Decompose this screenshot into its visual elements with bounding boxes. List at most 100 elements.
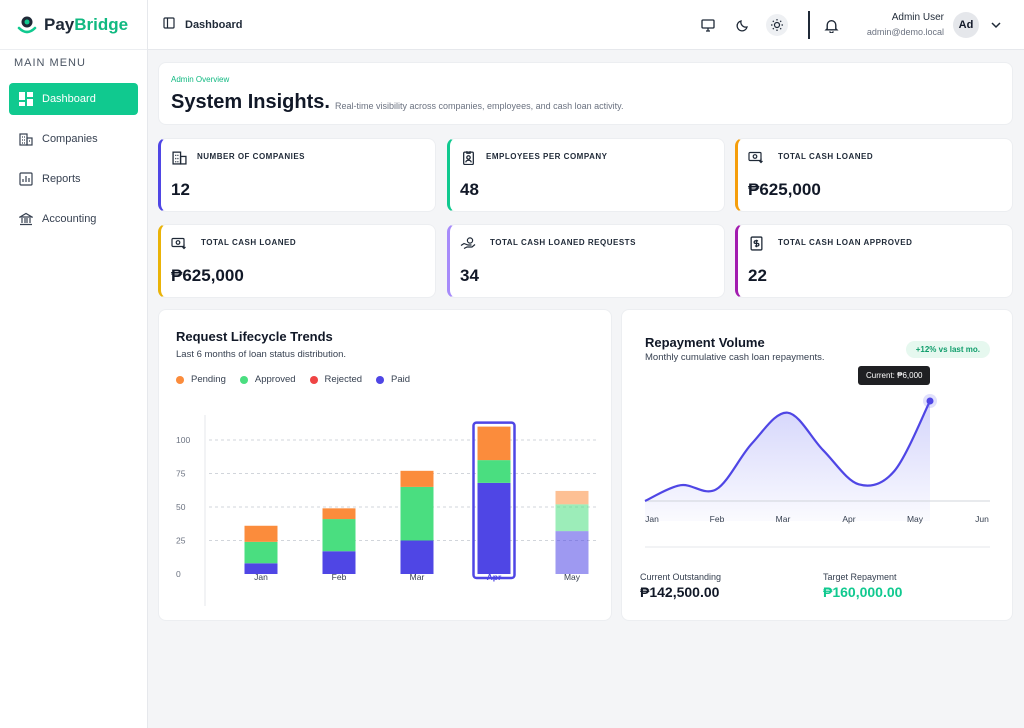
bar-segment-paid	[244, 563, 278, 574]
legend-dot	[239, 375, 248, 384]
legend-item-pending[interactable]: Pending	[176, 374, 226, 385]
lifecycle-chart-subtitle: Last 6 months of loan status distributio…	[176, 349, 347, 360]
paybridge-logo-icon	[16, 14, 38, 36]
legend-dot	[376, 375, 385, 384]
cash-icon	[171, 235, 187, 251]
building-icon	[171, 149, 187, 165]
area-line	[644, 400, 931, 503]
x-tick-label: Mar	[410, 572, 425, 582]
stat-card-cash-loaned-2[interactable]: TOTAL CASH LOANED ₱625,000	[158, 224, 436, 298]
chart-legend: Pending Approved Rejected Paid	[176, 374, 424, 385]
stat-value: 34	[460, 266, 479, 285]
building-icon	[19, 132, 33, 146]
stat-card-cash-loaned[interactable]: TOTAL CASH LOANED ₱625,000	[735, 138, 1013, 212]
topbar-divider	[808, 11, 810, 39]
legend-label: Pending	[191, 374, 226, 385]
brand[interactable]: PayBridge	[0, 0, 147, 50]
dashboard-icon	[19, 92, 33, 106]
x-tick-label: May	[907, 514, 924, 524]
sidebar-item-reports[interactable]: Reports	[9, 163, 138, 195]
badge-icon	[460, 149, 476, 165]
bar-segment-approved	[555, 504, 589, 532]
cash-icon	[748, 149, 764, 165]
moon-icon[interactable]	[733, 15, 753, 35]
stat-label: TOTAL CASH LOAN APPROVED	[778, 238, 913, 247]
bar-segment-approved	[322, 519, 356, 552]
repayment-area-chart: Jan Feb Mar Apr May Jun	[644, 394, 990, 548]
bar-segment-approved	[244, 541, 278, 564]
stat-label: TOTAL CASH LOANED	[201, 238, 297, 247]
stat-value: 22	[748, 266, 767, 285]
lifecycle-bar-chart: 0 25 50 75 100 Jan Feb Mar Apr May	[176, 415, 597, 606]
stat-value: 48	[460, 180, 479, 199]
lifecycle-chart-card: Request Lifecycle Trends Last 6 months o…	[158, 309, 612, 621]
bell-icon[interactable]	[821, 15, 841, 35]
topbar: Dashboard Admin User admin@demo.local Ad	[148, 0, 1024, 50]
dollar-receipt-icon	[748, 235, 764, 251]
stat-value: 12	[171, 180, 190, 199]
bar-segment-pending	[400, 470, 434, 487]
bar-segment-paid	[555, 531, 589, 574]
repayment-chart-subtitle: Monthly cumulative cash loan repayments.	[645, 352, 825, 363]
y-tick-label: 75	[176, 469, 186, 479]
bar-segment-paid	[400, 540, 434, 574]
bar-segment-approved	[400, 486, 434, 541]
avatar[interactable]: Ad	[953, 12, 979, 38]
sidebar-item-dashboard[interactable]: Dashboard	[9, 83, 138, 115]
legend-item-rejected[interactable]: Rejected	[309, 374, 363, 385]
page-title: Dashboard	[185, 18, 243, 31]
user-email: admin@demo.local	[866, 27, 944, 37]
user-name: Admin User	[891, 12, 944, 23]
brand-name-main: Pay	[44, 14, 75, 34]
stat-value: ₱625,000	[171, 266, 244, 285]
sidebar-toggle-icon[interactable]	[163, 17, 175, 32]
chevron-down-icon[interactable]	[990, 18, 1002, 36]
page-heading: System Insights.	[171, 91, 330, 113]
area-fill	[645, 401, 930, 521]
growth-badge: +12% vs last mo.	[905, 341, 990, 358]
x-tick-label: Feb	[332, 572, 347, 582]
legend-dot	[309, 375, 318, 384]
current-point	[926, 397, 934, 405]
stat-card-companies[interactable]: NUMBER OF COMPANIES 12	[158, 138, 436, 212]
legend-label: Paid	[391, 374, 411, 385]
bar-segment-paid	[477, 482, 511, 574]
current-outstanding-value: ₱142,500.00	[640, 584, 720, 600]
stat-label: TOTAL CASH LOANED	[778, 152, 874, 161]
stat-card-loan-requests[interactable]: TOTAL CASH LOANED REQUESTS 34	[447, 224, 725, 298]
x-tick-label: Apr	[842, 514, 855, 524]
legend-label: Rejected	[324, 374, 363, 385]
header-overline: Admin Overview	[171, 75, 230, 84]
bar-highlight-frame	[472, 421, 516, 580]
y-tick-label: 0	[176, 569, 181, 579]
chart-tooltip: Current: ₱6,000	[858, 366, 931, 385]
x-tick-label: Jan	[254, 572, 268, 582]
bar-segment-pending	[244, 525, 278, 542]
brand-name-accent: Bridge	[74, 14, 129, 34]
stat-card-loan-approved[interactable]: TOTAL CASH LOAN APPROVED 22	[735, 224, 1013, 298]
legend-item-paid[interactable]: Paid	[376, 374, 410, 385]
current-outstanding-label: Current Outstanding	[640, 572, 722, 582]
sidebar: PayBridge MAIN MENU Dashboard Companies …	[0, 0, 148, 728]
sidebar-item-label: Reports	[42, 173, 81, 185]
repayment-chart-card: Repayment Volume Monthly cumulative cash…	[621, 309, 1013, 621]
legend-label: Approved	[254, 374, 296, 385]
target-repayment-value: ₱160,000.00	[823, 584, 903, 600]
stat-label: NUMBER OF COMPANIES	[197, 152, 306, 161]
monitor-icon[interactable]	[698, 15, 718, 35]
repayment-chart-title: Repayment Volume	[645, 335, 765, 350]
sun-icon[interactable]	[766, 14, 788, 36]
stat-card-employees[interactable]: EMPLOYEES PER COMPANY 48	[447, 138, 725, 212]
stat-label: EMPLOYEES PER COMPANY	[486, 152, 608, 161]
stat-label: TOTAL CASH LOANED REQUESTS	[490, 238, 636, 247]
sidebar-item-accounting[interactable]: Accounting	[9, 203, 138, 235]
y-tick-label: 100	[176, 435, 190, 445]
x-tick-label: Jun	[975, 514, 989, 524]
breadcrumb: Dashboard	[163, 17, 242, 32]
hand-coin-icon	[460, 235, 476, 251]
bank-icon	[19, 212, 33, 226]
header-subtitle: Real-time visibility across companies, e…	[335, 101, 624, 111]
x-tick-label: Mar	[776, 514, 791, 524]
legend-item-approved[interactable]: Approved	[239, 374, 296, 385]
sidebar-item-companies[interactable]: Companies	[9, 123, 138, 155]
